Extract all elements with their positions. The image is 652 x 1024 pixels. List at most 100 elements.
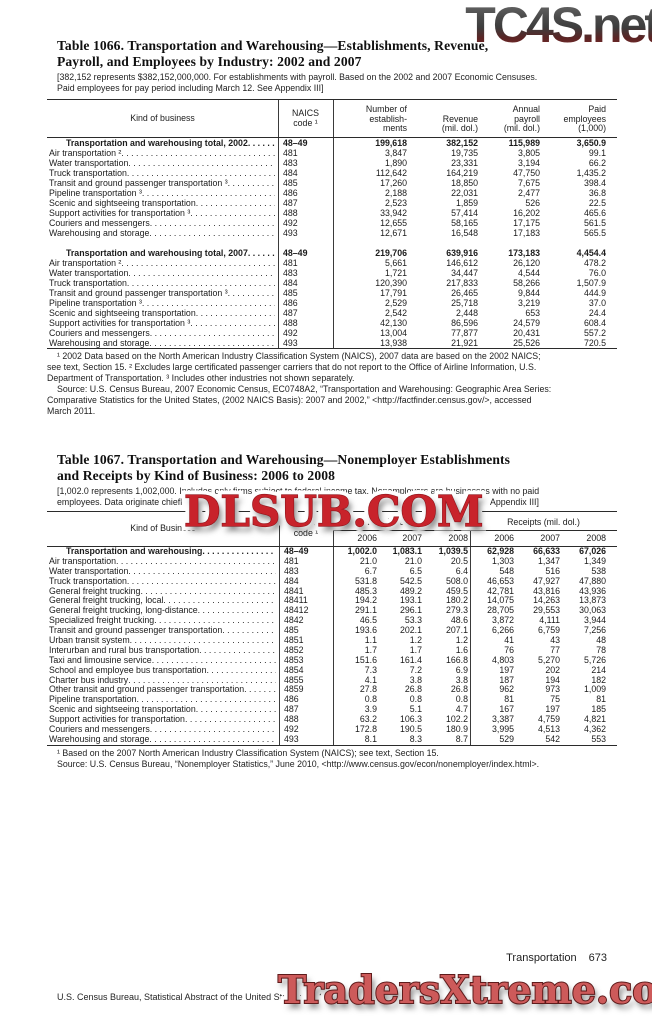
dot-leader — [163, 596, 276, 606]
table-row: Transportation and warehousing 48–49 1,002… — [47, 546, 617, 557]
table-row: General freight trucking, long-distance 4… — [47, 605, 617, 616]
col-header-kind-of-business: Kind of Business — [130, 523, 196, 534]
value-cell: 4.1 — [364, 674, 377, 685]
dot-leader — [149, 228, 275, 238]
value-cell: 57,414 — [451, 208, 478, 218]
row-label-text: Support activities for transportation — [49, 715, 185, 725]
footnote-text: ¹ 2002 Data based on the North American … — [47, 351, 612, 384]
value-cell: 24,579 — [513, 318, 540, 328]
value-cell: 6.9 — [455, 664, 468, 675]
watermark-tradersxtreme: TradersXtreme.com TradersXtreme.com — [274, 963, 652, 1016]
table-row: Interurban and rural bus transportation 4… — [47, 645, 617, 656]
value-cell: 13,938 — [380, 338, 407, 348]
value-cell: 42,130 — [380, 318, 407, 328]
row-label-text: Warehousing and storage — [49, 338, 150, 348]
value-cell: 14,263 — [533, 595, 560, 606]
dot-leader — [244, 685, 276, 695]
value-cell: 382,152 — [446, 138, 478, 148]
value-cell: 102.2 — [445, 714, 468, 725]
note-line-2-right: Appendix III] — [490, 497, 539, 507]
table-row: Scenic and sightseeing transportation 487… — [47, 704, 617, 715]
value-cell: 26,465 — [451, 288, 478, 298]
value-cell: 115,989 — [508, 138, 540, 148]
value-cell: 81 — [504, 694, 514, 705]
table-row: Support activities for transportation 488… — [47, 714, 617, 725]
row-label: Truck transportation — [47, 168, 278, 178]
value-cell: 565.5 — [583, 228, 606, 238]
row-label-text: Transportation and warehousing — [66, 547, 203, 556]
value-cell: 508.0 — [445, 575, 468, 586]
value-cell: 1,039.5 — [438, 546, 468, 556]
row-label: General freight trucking, long-distance — [47, 606, 279, 616]
value-cell: 639,916 — [446, 248, 478, 258]
year-header: 2007 — [402, 532, 422, 543]
watermark-outline: DLSUB.COM — [180, 484, 489, 539]
table-row: Support activities for transportation ³ 4… — [47, 318, 617, 328]
value-cell: 120,390 — [375, 278, 407, 288]
dot-leader — [154, 616, 276, 626]
col-header-naics-code: NAICS code ¹ — [292, 107, 319, 128]
value-cell: 172.8 — [354, 724, 377, 735]
value-cell: 17,175 — [513, 218, 540, 228]
naics-cell: 483 — [284, 565, 299, 576]
table-1067-body: Transportation and warehousing 48–49 1,002… — [47, 546, 617, 745]
watermark-tc4s: TC4S.net — [465, 0, 652, 50]
value-cell: 21.0 — [359, 555, 377, 566]
table-row: Pipeline transportation 486 0.8 0.8 0.8 81 75 8… — [47, 694, 617, 705]
column-divider — [333, 512, 334, 745]
value-cell: 34,447 — [451, 268, 478, 278]
row-label: Couriers and messengers — [47, 328, 278, 338]
value-cell: 182 — [591, 674, 606, 685]
naics-cell: 4841 — [284, 585, 304, 596]
dot-leader — [116, 557, 276, 567]
value-cell: 7.3 — [364, 664, 377, 675]
value-cell: 20.5 — [450, 555, 468, 566]
value-cell: 180.2 — [445, 595, 468, 606]
value-cell: 43,936 — [579, 585, 606, 596]
dot-leader — [199, 646, 276, 656]
row-label-text: Transit and ground passenger transportat… — [49, 626, 223, 636]
value-cell: 3,847 — [384, 148, 407, 158]
dot-leader — [196, 705, 276, 715]
table-row: Scenic and sightseeing transportation 487… — [47, 308, 617, 318]
chapter-label: Transportation — [506, 952, 577, 964]
value-cell: 26,120 — [513, 258, 540, 268]
value-cell: 77,877 — [451, 328, 478, 338]
table-1067: Kind of Business NAICS code ¹ Establishm… — [47, 511, 617, 746]
naics-cell: 481 — [284, 555, 299, 566]
value-cell: 194.2 — [354, 595, 377, 606]
value-cell: 1,347 — [537, 555, 560, 566]
value-cell: 180.9 — [445, 724, 468, 735]
row-label-text: Pipeline transportation ³ — [49, 298, 142, 308]
value-cell: 46.5 — [359, 615, 377, 626]
table-row: Truck transportation 484 531.8 542.5 508.0 46… — [47, 575, 617, 587]
row-label: Transportation and warehousing total, 20… — [47, 248, 278, 258]
row-label-text: Air transportation — [49, 556, 116, 566]
value-cell: 4,544 — [517, 268, 540, 278]
value-cell: 58,266 — [513, 278, 540, 288]
table-row: Transit and ground passenger transportat… — [47, 625, 617, 636]
table-1066: Kind of business NAICS code ¹ Number of … — [47, 99, 617, 349]
dot-leader — [228, 288, 275, 298]
value-cell: 3,650.9 — [576, 138, 606, 148]
naics-cell: 493 — [284, 733, 299, 744]
value-cell: 20,431 — [513, 328, 540, 338]
row-label: Water transportation — [47, 567, 279, 577]
row-label: Taxi and limousine service — [47, 656, 279, 666]
row-label-text: Other transit and ground passenger trans… — [49, 685, 245, 695]
row-label: Couriers and messengers — [47, 218, 278, 228]
value-cell: 193.6 — [354, 625, 377, 636]
table-row: Couriers and messengers 492 13,004 77,877 20… — [47, 328, 617, 338]
value-cell: 4,111 — [539, 615, 560, 626]
value-cell: 3,995 — [491, 724, 514, 735]
value-cell: 8.1 — [364, 733, 377, 744]
table-1067-header: Kind of Business NAICS code ¹ Establishm… — [47, 512, 617, 547]
value-cell: 5,661 — [384, 258, 407, 268]
row-label: Urban transit system — [47, 636, 279, 646]
dot-leader — [248, 248, 275, 258]
naics-cell: 493 — [283, 228, 298, 238]
value-cell: 3,805 — [517, 148, 540, 158]
table-row: Pipeline transportation ³ 486 2,188 22,031 2… — [47, 188, 617, 198]
value-cell: 478.2 — [583, 258, 606, 268]
